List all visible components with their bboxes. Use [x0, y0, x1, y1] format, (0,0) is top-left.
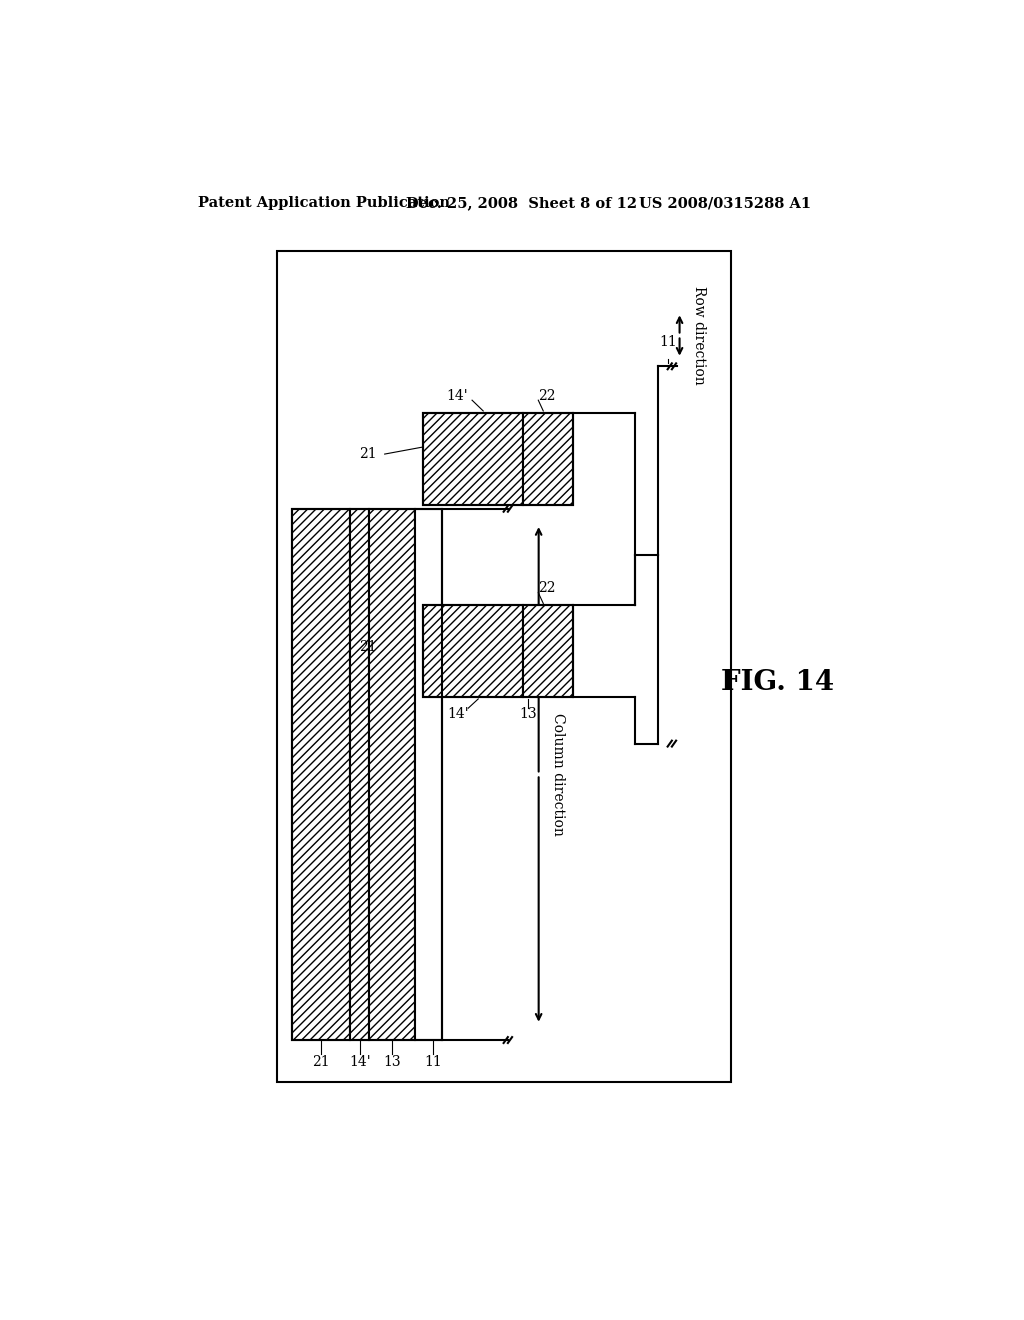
Bar	[370, 508, 416, 1040]
Text: 13: 13	[519, 708, 537, 721]
Text: US 2008/0315288 A1: US 2008/0315288 A1	[639, 197, 811, 210]
Text: Patent Application Publication: Patent Application Publication	[199, 197, 451, 210]
Text: 11: 11	[424, 1055, 441, 1069]
Bar	[423, 605, 573, 697]
Text: 11: 11	[659, 335, 677, 350]
Bar	[523, 413, 573, 506]
Text: 21: 21	[312, 1055, 330, 1069]
Text: Dec. 25, 2008  Sheet 8 of 12: Dec. 25, 2008 Sheet 8 of 12	[407, 197, 637, 210]
Text: 13: 13	[384, 1055, 401, 1069]
Bar	[523, 605, 573, 697]
Text: 22: 22	[539, 388, 556, 403]
Bar	[292, 508, 442, 1040]
Bar	[350, 508, 370, 1040]
Text: 14': 14'	[447, 708, 469, 721]
Bar	[416, 508, 442, 1040]
Text: 21: 21	[359, 640, 377, 653]
Text: Column direction: Column direction	[551, 713, 565, 836]
Bar	[292, 508, 350, 1040]
Text: 14': 14'	[446, 388, 468, 403]
Bar	[423, 413, 523, 506]
Text: 21: 21	[359, 447, 377, 461]
Text: 14': 14'	[349, 1055, 371, 1069]
Text: FIG. 14: FIG. 14	[721, 668, 834, 696]
Text: 22: 22	[539, 581, 556, 595]
Bar	[276, 251, 731, 1082]
Bar	[423, 413, 573, 506]
Text: Row direction: Row direction	[692, 286, 706, 385]
Bar	[423, 605, 523, 697]
